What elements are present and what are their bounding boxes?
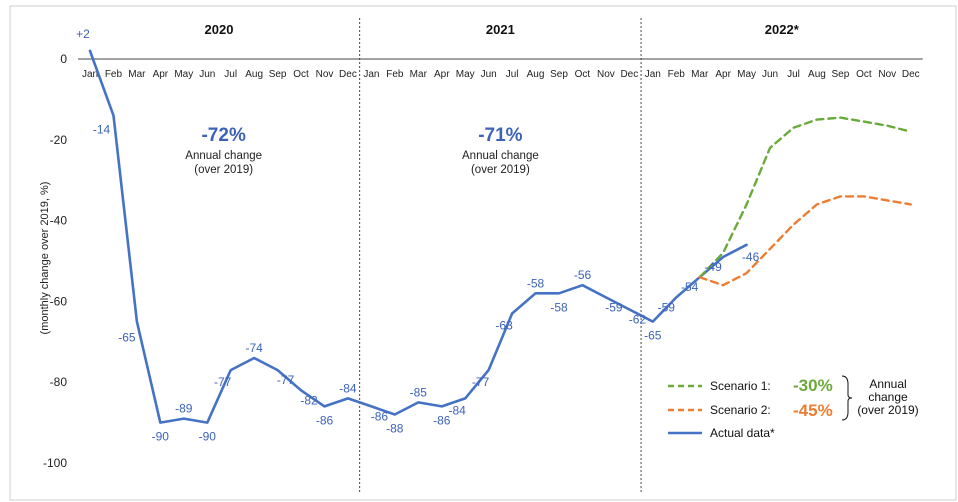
month-label: Aug (527, 69, 545, 80)
data-label: -56 (574, 268, 592, 282)
month-label: Oct (293, 69, 309, 80)
month-label: Nov (878, 69, 896, 80)
data-label: -89 (175, 402, 193, 416)
annotation-2020-text2: (over 2019) (194, 164, 253, 176)
legend-annual-text1: Annual (869, 377, 906, 391)
month-label: Jun (762, 69, 778, 80)
month-label: Oct (575, 69, 591, 80)
month-label: Dec (902, 69, 920, 80)
legend-annual-text2: change (868, 390, 908, 404)
month-label: Nov (597, 69, 615, 80)
month-label: Jul (506, 69, 519, 80)
data-label: -65 (118, 331, 136, 345)
series-actual-line (88, 49, 748, 424)
month-label: Apr (715, 69, 731, 80)
annotation-2020-value: -72% (201, 125, 245, 146)
legend-scenario2-value: -45% (793, 401, 833, 420)
data-label: -77 (277, 373, 295, 387)
month-label: Feb (386, 69, 404, 80)
month-label: May (456, 69, 475, 80)
year-label-3: 2022* (765, 22, 800, 37)
month-label: Aug (808, 69, 826, 80)
legend-actual-label: Actual data* (710, 426, 775, 440)
y-tick-label: 0 (60, 52, 67, 66)
data-label: +2 (76, 27, 90, 41)
month-label: Mar (128, 69, 146, 80)
month-label: Sep (550, 69, 568, 80)
legend-scenario1-label: Scenario 1: (710, 379, 771, 393)
annotation-2021-value: -71% (478, 125, 522, 146)
data-label: -74 (246, 341, 264, 355)
data-label: -90 (199, 430, 217, 444)
data-label: -88 (386, 422, 404, 436)
month-label: Jun (481, 69, 497, 80)
series-scenario1-line (698, 116, 912, 279)
y-axis-label: (monthly change over 2019, %) (39, 182, 51, 335)
data-label: -86 (433, 413, 451, 427)
month-label: Dec (339, 69, 357, 80)
month-label: Oct (856, 69, 872, 80)
month-label: Mar (410, 69, 428, 80)
data-label: -14 (93, 123, 111, 137)
month-label: Feb (668, 69, 686, 80)
month-label: Jan (363, 69, 379, 80)
chart-frame (9, 5, 957, 501)
month-label: Sep (832, 69, 850, 80)
month-label: Apr (434, 69, 450, 80)
data-label: -82 (300, 393, 318, 407)
data-label: -84 (449, 403, 467, 417)
y-tick-label: -80 (50, 375, 68, 389)
data-label: -62 (629, 313, 647, 327)
legend-annual-text3: (over 2019) (857, 403, 918, 417)
data-label: -86 (371, 409, 389, 423)
month-label: Nov (316, 69, 334, 80)
data-label: -77 (214, 375, 232, 389)
month-label: Dec (620, 69, 638, 80)
y-tick-label: -20 (50, 133, 68, 147)
month-label: Jan (645, 69, 661, 80)
data-label: -84 (339, 381, 357, 395)
data-label: -85 (410, 385, 428, 399)
month-label: May (737, 69, 756, 80)
y-tick-label: -100 (43, 456, 67, 470)
annotation-2021-text2: (over 2019) (471, 164, 530, 176)
month-label: Mar (691, 69, 709, 80)
data-label: -58 (550, 300, 568, 314)
month-label: Jul (224, 69, 237, 80)
year-label-2: 2021 (486, 22, 515, 37)
data-label: -86 (316, 413, 334, 427)
month-label: Apr (153, 69, 169, 80)
month-label: May (174, 69, 193, 80)
year-label-1: 2020 (205, 22, 234, 37)
month-label: Aug (245, 69, 263, 80)
data-label: -90 (152, 430, 170, 444)
data-label: -54 (681, 280, 699, 294)
annotation-2021-text1: Annual change (462, 150, 539, 162)
data-label: -77 (472, 375, 490, 389)
data-label: -49 (704, 260, 722, 274)
annotation-2020-text1: Annual change (185, 150, 262, 162)
y-tick-label: -60 (50, 294, 68, 308)
data-label: -59 (605, 300, 623, 314)
data-label: -58 (527, 276, 545, 290)
month-label: Jul (787, 69, 800, 80)
month-label: Feb (105, 69, 123, 80)
legend-scenario1-value: -30% (793, 376, 833, 395)
month-label: Sep (269, 69, 287, 80)
y-tick-label: -40 (50, 214, 68, 228)
data-label: -65 (644, 329, 662, 343)
legend-scenario2-label: Scenario 2: (710, 403, 771, 417)
legend-brace (841, 375, 853, 421)
data-label: -46 (742, 250, 760, 264)
data-label: -63 (495, 319, 513, 333)
data-label: -59 (658, 300, 676, 314)
series-scenario2-line (698, 195, 912, 287)
month-label: Jun (199, 69, 215, 80)
legend: Scenario 1: -30% Scenario 2: -45% Actual… (668, 375, 919, 440)
month-label: Jan (82, 69, 98, 80)
